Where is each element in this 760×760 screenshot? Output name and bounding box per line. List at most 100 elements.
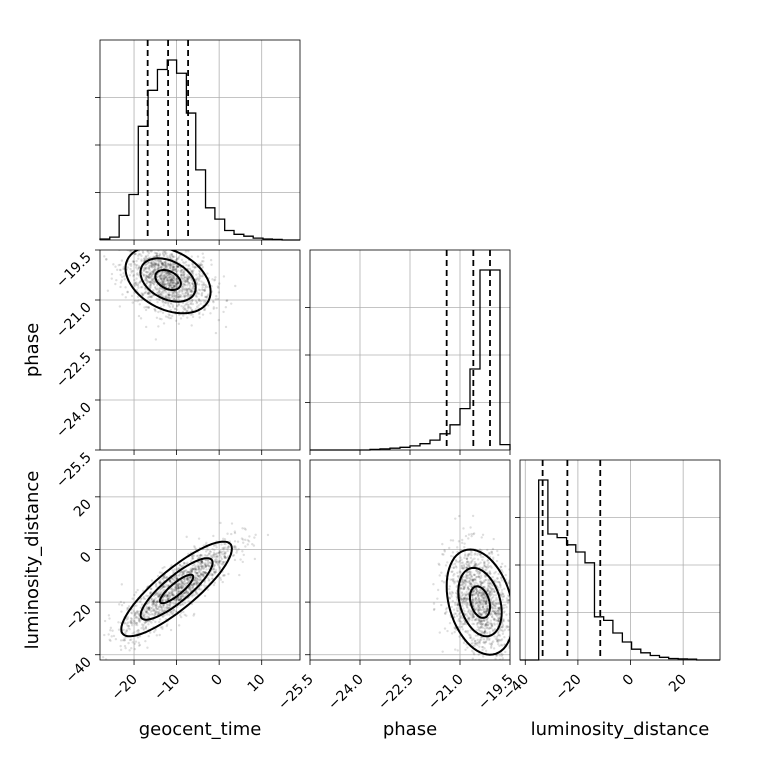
scatter-luminosity-distance-vs-geocent-time-point (176, 591, 180, 594)
scatter-luminosity-distance-vs-geocent-time-point (158, 581, 162, 584)
scatter-phase-vs-geocent-time-point (180, 275, 183, 279)
scatter-phase-vs-geocent-time-point (163, 279, 166, 283)
scatter-luminosity-distance-vs-geocent-time-point (122, 628, 125, 632)
scatter-phase-vs-geocent-time-point (169, 253, 172, 256)
scatter-phase-vs-geocent-time-point (187, 293, 190, 297)
scatter-luminosity-distance-vs-geocent-time-point (158, 593, 161, 597)
scatter-phase-vs-geocent-time-point (169, 316, 173, 320)
scatter-phase-vs-geocent-time-point (141, 251, 145, 254)
scatter-luminosity-distance-vs-geocent-time-point (200, 560, 203, 563)
scatter-luminosity-distance-vs-phase-point (496, 619, 499, 623)
scatter-phase-vs-geocent-time-point (215, 295, 218, 298)
scatter-luminosity-distance-vs-phase-point (497, 606, 501, 610)
scatter-luminosity-distance-vs-geocent-time-point (192, 584, 195, 587)
scatter-luminosity-distance-vs-phase-point (515, 588, 517, 590)
scatter-luminosity-distance-vs-geocent-time-point (146, 606, 149, 609)
scatter-phase-vs-geocent-time-point (176, 265, 179, 268)
scatter-luminosity-distance-vs-geocent-time-point (201, 574, 205, 577)
scatter-luminosity-distance-vs-geocent-time-point (131, 632, 134, 635)
scatter-phase-vs-geocent-time-point (162, 278, 166, 281)
scatter-luminosity-distance-vs-geocent-time-points (101, 521, 270, 660)
scatter-phase-vs-geocent-time-point (176, 257, 179, 261)
scatter-phase-vs-geocent-time-point (165, 255, 169, 258)
scatter-luminosity-distance-vs-geocent-time-point (227, 546, 230, 549)
scatter-phase-vs-geocent-time-point (186, 287, 189, 290)
scatter-phase-vs-geocent-time-point (164, 291, 168, 294)
scatter-luminosity-distance-vs-geocent-time-point (158, 620, 161, 624)
hist-geocent-time-frame (99, 39, 301, 241)
scatter-luminosity-distance-vs-geocent-time-point (165, 605, 168, 609)
scatter-luminosity-distance-vs-geocent-time-grid (100, 460, 300, 660)
scatter-luminosity-distance-vs-phase-point (479, 553, 482, 557)
scatter-phase-vs-geocent-time-point (165, 282, 168, 286)
scatter-phase-vs-geocent-time-point (147, 274, 150, 277)
scatter-luminosity-distance-vs-geocent-time-point (140, 623, 144, 626)
scatter-phase-vs-geocent-time-point (159, 281, 162, 285)
scatter-luminosity-distance-vs-phase-point (465, 612, 468, 616)
scatter-phase-vs-geocent-time-point (181, 280, 185, 283)
scatter-phase-vs-geocent-time-point (180, 269, 184, 272)
scatter-phase-vs-geocent-time-point (195, 281, 199, 284)
scatter-luminosity-distance-vs-phase-point (464, 562, 468, 565)
scatter-phase-vs-geocent-time-point (181, 274, 184, 277)
scatter-luminosity-distance-vs-phase-point (501, 632, 505, 636)
scatter-phase-vs-geocent-time-point (191, 245, 193, 247)
scatter-phase-vs-geocent-time-point (184, 287, 187, 290)
scatter-phase-vs-geocent-time-point (181, 289, 184, 293)
scatter-luminosity-distance-vs-phase-point (465, 577, 469, 580)
scatter-phase-vs-geocent-time-point (175, 259, 178, 262)
scatter-luminosity-distance-vs-geocent-time-point (122, 601, 126, 605)
scatter-phase-vs-geocent-time-point (159, 293, 162, 296)
scatter-luminosity-distance-vs-geocent-time-point (237, 547, 240, 551)
scatter-phase-vs-geocent-time-point (164, 294, 168, 298)
scatter-phase-vs-geocent-time-point (150, 278, 154, 281)
scatter-luminosity-distance-vs-geocent-time-point (185, 592, 189, 595)
scatter-phase-vs-geocent-time-point (176, 281, 180, 284)
scatter-luminosity-distance-vs-geocent-time-point (211, 573, 214, 577)
scatter-luminosity-distance-vs-geocent-time-point (223, 555, 226, 558)
scatter-luminosity-distance-vs-phase-point (432, 583, 435, 586)
scatter-luminosity-distance-vs-geocent-time-point (230, 532, 233, 536)
scatter-phase-vs-geocent-time-point (156, 267, 159, 271)
scatter-luminosity-distance-vs-geocent-time-point (202, 571, 206, 574)
scatter-luminosity-distance-vs-phase-point (483, 585, 486, 589)
scatter-luminosity-distance-vs-phase-point (507, 581, 510, 584)
scatter-luminosity-distance-vs-geocent-time-point (110, 635, 113, 638)
scatter-luminosity-distance-vs-phase-point (491, 669, 493, 671)
scatter-phase-vs-geocent-time-point (172, 274, 175, 278)
scatter-luminosity-distance-vs-phase-grid (310, 460, 510, 660)
scatter-phase-vs-geocent-time-point (188, 276, 191, 279)
scatter-luminosity-distance-vs-phase-point (484, 624, 488, 627)
scatter-luminosity-distance-vs-phase-point (510, 634, 512, 636)
scatter-phase-vs-geocent-time-point (181, 286, 184, 289)
scatter-phase-vs-geocent-time-point (145, 275, 149, 278)
hist-geocent-time-steps (99, 59, 300, 241)
scatter-luminosity-distance-vs-phase-point (488, 622, 491, 625)
scatter-phase-vs-geocent-time-point (136, 284, 140, 287)
scatter-luminosity-distance-vs-geocent-time-point (163, 614, 166, 617)
scatter-phase-vs-geocent-time-point (175, 264, 178, 268)
scatter-luminosity-distance-vs-geocent-time-point (199, 568, 203, 572)
scatter-luminosity-distance-vs-geocent-time-point (151, 613, 155, 616)
scatter-phase-vs-geocent-time-point (222, 310, 225, 314)
scatter-phase-vs-geocent-time-point (161, 279, 164, 283)
scatter-phase-vs-geocent-time-point (197, 288, 201, 291)
scatter-luminosity-distance-vs-geocent-time-point (218, 549, 222, 552)
scatter-luminosity-distance-vs-geocent-time-point (139, 600, 142, 604)
scatter-luminosity-distance-vs-phase-point (475, 601, 478, 605)
scatter-luminosity-distance-vs-phase-point (477, 593, 480, 596)
scatter-luminosity-distance-vs-phase-point (497, 640, 500, 643)
scatter-luminosity-distance-vs-phase-point (462, 622, 466, 626)
scatter-phase-vs-geocent-time-point (174, 267, 177, 271)
scatter-luminosity-distance-vs-geocent-time-point (178, 573, 181, 576)
scatter-phase-vs-geocent-time-point (177, 265, 180, 268)
scatter-phase-vs-geocent-time-point (185, 302, 188, 306)
scatter-luminosity-distance-vs-geocent-time-point (191, 567, 195, 570)
scatter-luminosity-distance-vs-phase-point (494, 657, 497, 660)
scatter-luminosity-distance-vs-geocent-time-point (147, 623, 150, 626)
scatter-luminosity-distance-vs-geocent-time-point (166, 597, 170, 601)
scatter-phase-vs-geocent-time-point (159, 245, 161, 247)
scatter-luminosity-distance-vs-geocent-time-point (173, 568, 177, 571)
scatter-luminosity-distance-vs-phase-point (489, 611, 493, 615)
scatter-luminosity-distance-vs-geocent-time-point (183, 580, 186, 583)
